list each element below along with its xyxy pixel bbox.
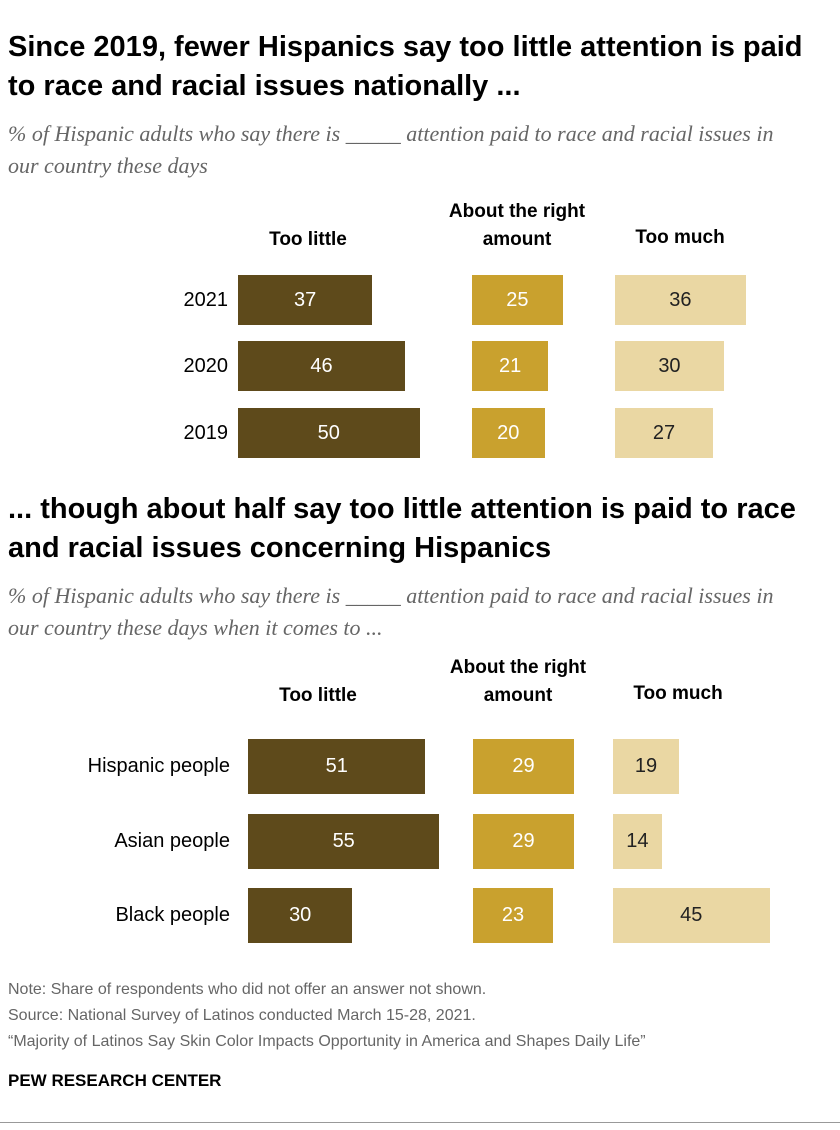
bar (613, 738, 680, 794)
bar (472, 341, 549, 391)
report-title: “Majority of Latinos Say Skin Color Impa… (8, 1033, 646, 1050)
brand: PEW RESEARCH CENTER (8, 1071, 222, 1090)
chart-subtitle: % of Hispanic adults who say there is __… (8, 583, 774, 640)
bar (613, 813, 662, 869)
bar (615, 341, 724, 391)
value-label: 20 (497, 422, 520, 444)
category-label: Asian people (114, 830, 230, 852)
bar (615, 408, 713, 458)
bar (248, 813, 440, 869)
bar (615, 275, 746, 325)
legend-label: About the right amount (449, 657, 587, 706)
bar (238, 408, 420, 458)
bar (472, 408, 545, 458)
value-label: 23 (501, 904, 525, 926)
value-label: 37 (294, 289, 317, 311)
bar (473, 738, 574, 794)
category-label: Black people (115, 904, 230, 926)
bar (238, 341, 405, 391)
value-label: 30 (289, 904, 312, 926)
legend-label: Too much (633, 683, 723, 704)
value-label: 29 (512, 755, 535, 777)
value-label: 50 (317, 422, 340, 444)
category-label: 2020 (183, 355, 229, 377)
bar (238, 275, 373, 325)
legend-label: About the right amount (448, 201, 586, 250)
note: Note: Share of respondents who did not o… (8, 981, 487, 998)
value-label: 51 (325, 755, 348, 777)
bar (472, 275, 563, 325)
bar (473, 813, 574, 869)
chart-subtitle: % of Hispanic adults who say there is __… (8, 121, 774, 178)
legend-label: Too little (269, 229, 347, 250)
value-label: 14 (626, 830, 649, 852)
bottom-rule (0, 1122, 840, 1123)
value-label: 19 (634, 755, 658, 777)
value-label: 21 (498, 355, 522, 377)
value-label: 29 (512, 830, 535, 852)
chart-title: ... though about half say too little att… (8, 493, 796, 564)
bar (613, 887, 770, 943)
bar (248, 887, 353, 943)
value-label: 46 (310, 355, 333, 377)
source: Source: National Survey of Latinos condu… (8, 1007, 476, 1024)
value-label: 55 (332, 830, 355, 852)
value-label: 30 (658, 355, 681, 377)
category-label: 2021 (183, 289, 229, 311)
chart-title: Since 2019, fewer Hispanics say too litt… (8, 31, 803, 102)
legend-label: Too much (635, 227, 725, 248)
bar (473, 887, 554, 943)
value-label: 45 (680, 904, 703, 926)
value-label: 27 (652, 422, 676, 444)
bar (248, 738, 426, 794)
value-label: 25 (506, 289, 529, 311)
legend-label: Too little (279, 685, 357, 706)
category-label: Hispanic people (87, 755, 230, 777)
category-label: 2019 (183, 422, 229, 444)
value-label: 36 (669, 289, 692, 311)
